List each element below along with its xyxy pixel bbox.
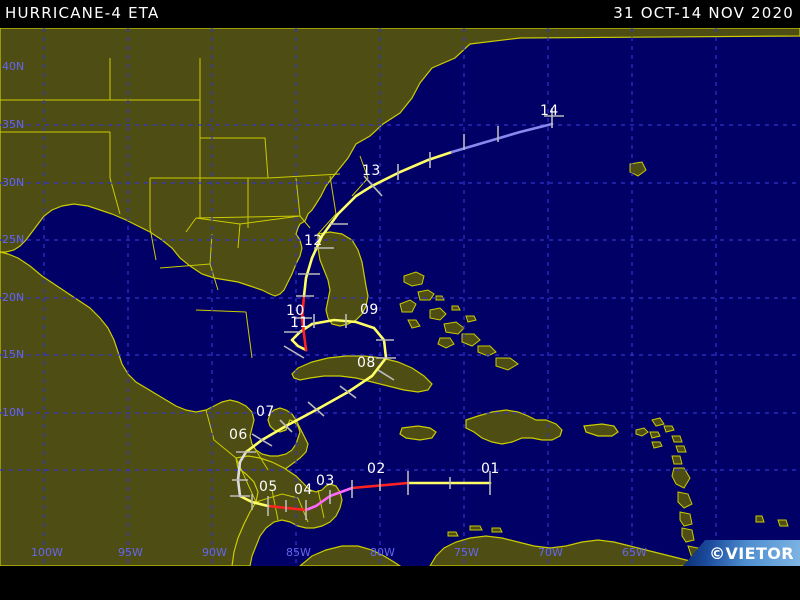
- date-range-label: 31 OCT-14 NOV 2020: [613, 4, 794, 22]
- track-seg-05-06: [236, 450, 248, 498]
- land-jamaica: [399, 425, 437, 441]
- land-bermuda: [629, 161, 647, 177]
- track-point-label-03: 03: [316, 473, 335, 489]
- land-bahamas: [399, 271, 519, 371]
- track-seg-03-04: [304, 486, 354, 512]
- track-point-label-02: 02: [367, 461, 386, 477]
- map-canvas[interactable]: 40N 35N 30N 25N 20N 15N 10N 100W 95W 90W…: [0, 28, 800, 566]
- track-seg-12-13: [310, 184, 374, 260]
- land-lesser-antilles: [635, 417, 789, 559]
- land-central-america: [231, 455, 343, 566]
- land-layer: [0, 28, 800, 566]
- watermark-text: ©VIETOR: [709, 543, 794, 563]
- map-vector-layer: [0, 28, 800, 566]
- track-point-label-11: 11: [290, 315, 309, 331]
- track-point-label-12: 12: [304, 233, 323, 249]
- land-cuba: [291, 355, 433, 393]
- track-seg-13-14b: [450, 122, 554, 154]
- land-hispaniola: [465, 409, 563, 445]
- watermark-banner: ©VIETOR: [683, 540, 800, 566]
- track-point-label-07: 07: [256, 404, 275, 420]
- track-seg-09-10: [290, 318, 388, 360]
- track-point-label-08: 08: [357, 355, 376, 371]
- track-point-label-06: 06: [229, 427, 248, 443]
- track-point-label-05: 05: [259, 479, 278, 495]
- land-puerto-rico: [583, 423, 619, 437]
- land-netherlands-antilles: [447, 525, 503, 537]
- track-point-label-01: 01: [481, 461, 500, 477]
- track-point-label-10: 10: [286, 303, 305, 319]
- track-seg-04-05: [266, 504, 308, 512]
- land-north-america: [0, 28, 800, 297]
- land-south-america: [429, 535, 711, 566]
- graticule-layer: [0, 28, 800, 566]
- track-point-label-04: 04: [294, 482, 313, 498]
- track-tick-layer: [230, 108, 564, 520]
- track-point-label-09: 09: [360, 302, 379, 318]
- map-header: HURRICANE-4 ETA 31 OCT-14 NOV 2020: [0, 0, 800, 28]
- track-point-label-13: 13: [362, 163, 381, 179]
- track-seg-11-12b: [302, 256, 314, 298]
- track-seg-13-14a: [370, 150, 454, 188]
- land-colombia-panama-coast: [299, 545, 402, 566]
- track-point-label-14: 14: [540, 103, 559, 119]
- page-title: HURRICANE-4 ETA: [5, 4, 160, 22]
- track-seg-10-11: [290, 338, 308, 352]
